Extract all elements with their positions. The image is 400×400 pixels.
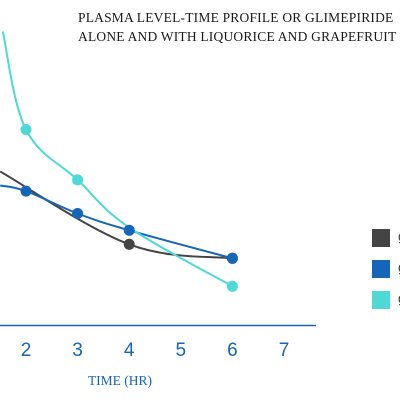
data-point-s3-3 bbox=[72, 174, 83, 185]
data-point-s3-2 bbox=[21, 124, 32, 135]
x-tick-label: 5 bbox=[176, 340, 187, 361]
chart-title-line-1: PLASMA LEVEL-TIME PROFILE OR GLIMEPIRIDE bbox=[78, 8, 400, 27]
series-line-2 bbox=[0, 186, 232, 259]
legend-swatch bbox=[372, 291, 390, 309]
x-axis-label: TIME (HR) bbox=[88, 373, 152, 388]
legend-swatch bbox=[372, 260, 390, 278]
x-tick-label: 2 bbox=[21, 340, 32, 361]
x-tick-label: 4 bbox=[124, 340, 135, 361]
x-tick-label: 3 bbox=[72, 340, 83, 361]
series-lines-layer bbox=[0, 32, 232, 287]
legend-item-2: g bbox=[370, 257, 400, 279]
data-point-s2-4 bbox=[124, 225, 135, 236]
chart-title-line-2: ALONE AND WITH LIQUORICE AND GRAPEFRUIT bbox=[78, 27, 400, 46]
legend-item-1: g bbox=[370, 226, 400, 248]
x-tick-labels: 2 3 4 5 6 7 bbox=[21, 340, 290, 361]
data-point-s2-2 bbox=[21, 186, 32, 197]
legend-swatch bbox=[372, 229, 390, 247]
x-tick-label: 6 bbox=[227, 340, 238, 361]
markers-layer bbox=[21, 124, 238, 292]
legend-item-3: g bbox=[370, 288, 400, 310]
data-point-s2-5 bbox=[227, 253, 238, 264]
chart-title: PLASMA LEVEL-TIME PROFILE OR GLIMEPIRIDE… bbox=[78, 8, 400, 46]
series-line-1 bbox=[0, 172, 232, 259]
x-tick-label: 7 bbox=[279, 340, 290, 361]
data-point-s2-3 bbox=[72, 208, 83, 219]
data-point-s3-5 bbox=[227, 281, 238, 292]
data-point-s1-2 bbox=[124, 239, 135, 250]
